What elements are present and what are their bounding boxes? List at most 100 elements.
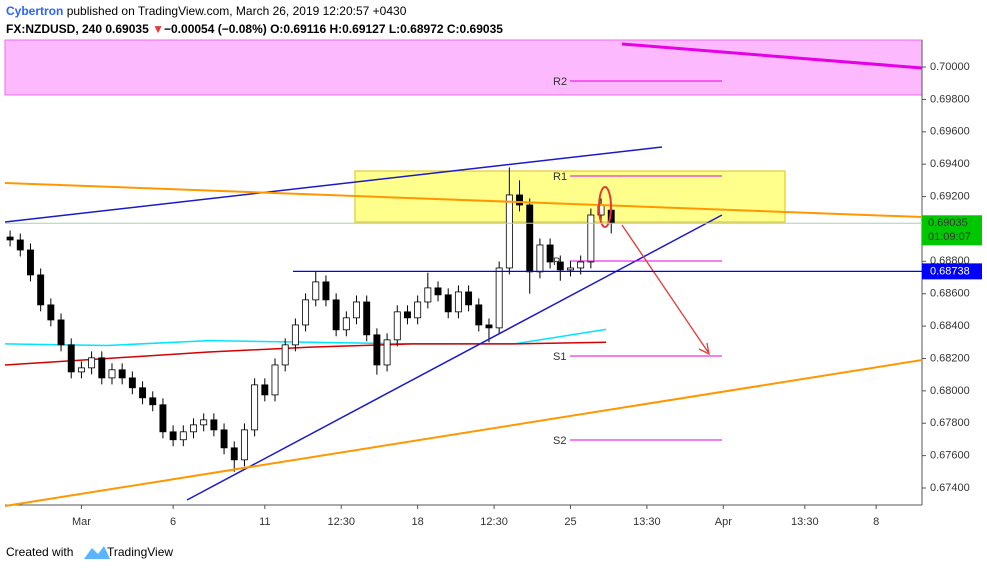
candle-body — [434, 287, 442, 296]
candle-body — [281, 344, 289, 366]
candle-body — [567, 267, 574, 271]
candle-body — [587, 214, 595, 263]
candle-body — [363, 301, 371, 336]
candle-body — [67, 344, 75, 373]
drawings — [4, 42, 923, 507]
candle-body — [118, 369, 126, 379]
candle-body — [98, 357, 106, 379]
x-tick-label: 12:30 — [480, 516, 508, 528]
level-label: R1 — [553, 171, 567, 183]
price-tags: 0.69035 01:09:07 0.68738 — [5, 215, 982, 280]
x-tick-label: 6 — [170, 516, 176, 528]
x-tick-label: 13:30 — [791, 516, 819, 528]
candle-body — [149, 397, 157, 406]
candle-body — [546, 244, 554, 263]
arrow-head — [698, 342, 710, 356]
x-tick-label: Mar — [72, 516, 91, 528]
candle-body — [190, 424, 197, 433]
candle-body — [200, 419, 208, 426]
candle-body — [383, 339, 391, 366]
candle-body — [47, 304, 55, 321]
y-tick-label: 0.67800 — [930, 417, 970, 429]
symbol: FX:NZDUSD, 240 — [6, 22, 102, 36]
candle-body — [312, 281, 320, 301]
candle-body — [516, 194, 523, 206]
moving-average — [4, 328, 607, 347]
pivot-lines — [570, 80, 722, 441]
last-price-tag — [922, 215, 982, 246]
candle-body — [210, 419, 218, 431]
candle-body — [393, 311, 401, 341]
arrow: ▼ — [152, 22, 164, 36]
candle-body — [220, 429, 228, 449]
candle-body — [465, 291, 473, 306]
candle-body — [16, 239, 24, 251]
candle-body — [302, 299, 310, 326]
y-tick-label: 0.67600 — [930, 450, 970, 462]
candle-body — [77, 367, 85, 373]
line-price-tag — [922, 263, 982, 280]
candles — [6, 167, 615, 472]
level-label: P — [553, 256, 560, 268]
logo — [84, 546, 110, 559]
line-price-label: 0.68738 — [930, 265, 970, 277]
candle-body — [159, 404, 167, 433]
header: Cybertron published on TradingView.com, … — [6, 4, 407, 18]
y-tick-label: 0.68400 — [930, 320, 970, 332]
trendline — [186, 214, 723, 501]
indicators — [4, 328, 607, 366]
y-tick-label: 0.68600 — [930, 288, 970, 300]
x-tick-label: Apr — [715, 516, 732, 528]
candle-body — [454, 291, 462, 313]
candle-body — [505, 194, 513, 269]
candle-body — [108, 369, 116, 379]
x-tick-label: 25 — [564, 516, 576, 528]
candle-body — [230, 447, 238, 461]
y-tick-label: 0.68200 — [930, 352, 970, 364]
candle-body — [424, 287, 432, 303]
candle-body — [139, 387, 147, 399]
x-tick-label: 12:30 — [327, 516, 355, 528]
candle-body — [475, 304, 483, 326]
candle-body — [169, 431, 177, 441]
last-price-label: 0.69035 — [928, 217, 968, 229]
candle-body — [485, 324, 493, 329]
trendline — [621, 42, 923, 70]
candle-body — [128, 377, 136, 389]
candle-body — [526, 204, 534, 273]
candle-body — [414, 301, 422, 319]
candle-body — [291, 324, 299, 346]
candle-body — [37, 274, 45, 306]
y-tick-label: 0.69200 — [930, 190, 970, 202]
candle-body — [342, 317, 350, 331]
level-label: S2 — [553, 435, 566, 447]
candle-body — [27, 249, 34, 276]
candle-body — [179, 431, 187, 441]
candle-body — [353, 301, 360, 319]
y-tick-label: 0.68000 — [930, 385, 970, 397]
candle-body — [251, 384, 259, 431]
y-tick-label: 0.70000 — [930, 61, 970, 73]
change: −0.00054 (−0.08%) — [164, 22, 267, 36]
candle-body — [577, 261, 585, 269]
x-tick-label: 18 — [412, 516, 424, 528]
brand[interactable]: TradingView — [107, 545, 173, 559]
author[interactable]: Cybertron — [6, 4, 63, 18]
y-tick-label: 0.69400 — [930, 158, 970, 170]
candle-body — [332, 299, 340, 331]
highlight — [598, 186, 612, 228]
price: 0.69035 — [105, 22, 149, 36]
x-tick-label: 11 — [259, 516, 270, 528]
y-tick-label: 0.69600 — [930, 126, 970, 138]
candle-body — [495, 267, 503, 329]
candle-body — [271, 364, 279, 396]
candle-body — [404, 311, 411, 319]
ohlc: O:0.69116 H:0.69127 L:0.68972 C:0.69035 — [270, 22, 503, 36]
countdown: 01:09:07 — [928, 231, 971, 243]
r1-zone — [354, 170, 786, 223]
candle-body — [57, 319, 65, 346]
candle-body — [322, 281, 330, 301]
published: published on TradingView.com, March 26, … — [67, 4, 407, 18]
